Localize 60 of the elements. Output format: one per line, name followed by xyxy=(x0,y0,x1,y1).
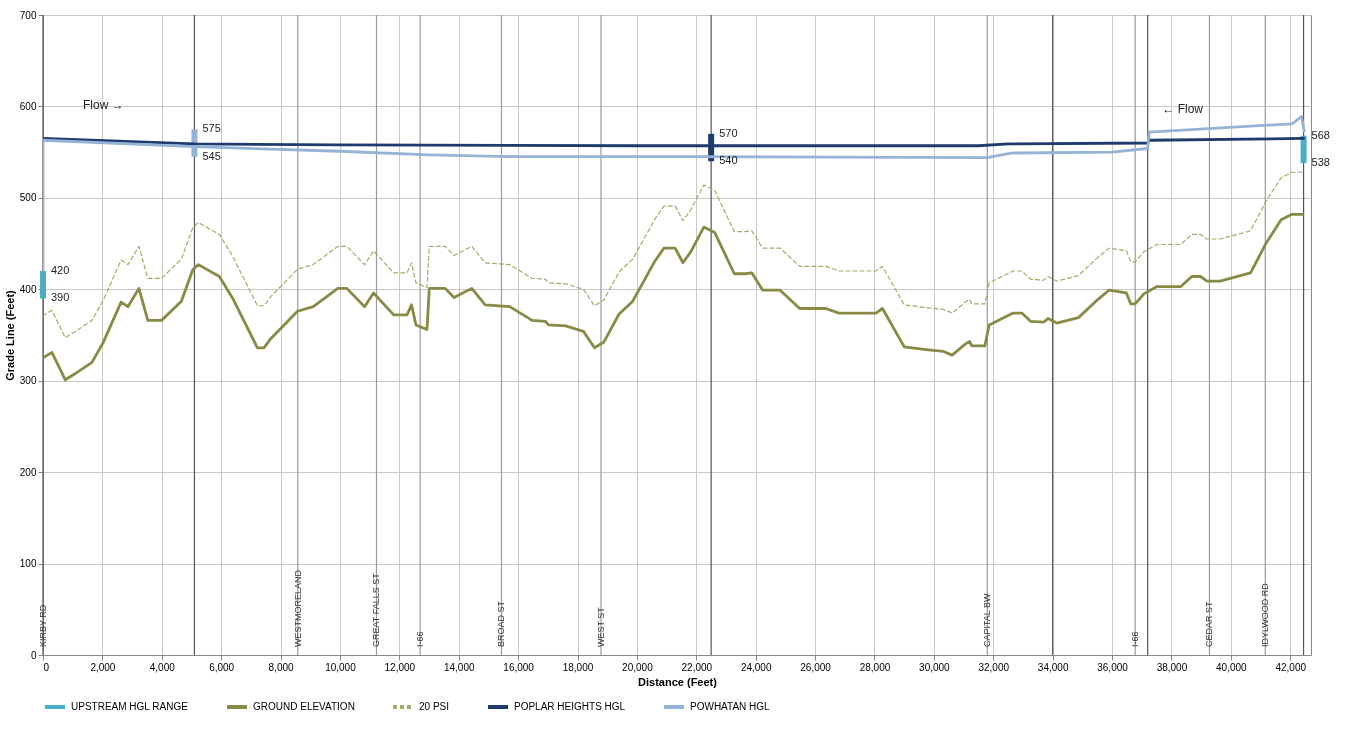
y-tick-label: 700 xyxy=(19,9,37,21)
annotation: 545 xyxy=(202,149,221,162)
x-tick-label: 24,000 xyxy=(740,661,772,673)
x-tick-label: 30,000 xyxy=(919,661,951,673)
x-tick-label: 0 xyxy=(43,661,50,673)
line-series xyxy=(43,171,1304,339)
legend-label: POWHATAN HGL xyxy=(690,701,771,712)
legend-label: POPLAR HEIGHTS HGL xyxy=(514,701,626,712)
annotation: 420 xyxy=(51,264,70,276)
annotation: 568 xyxy=(1311,128,1330,141)
legend-label: 20 PSI xyxy=(419,701,450,712)
x-tick-label: 2,000 xyxy=(90,661,116,673)
x-tick-label: 16,000 xyxy=(503,661,535,673)
ref-line-label: KIRBY RD xyxy=(38,604,48,647)
y-tick-label: 400 xyxy=(19,283,37,295)
annotation: 538 xyxy=(1311,156,1330,169)
ref-line-label: WEST ST xyxy=(595,606,606,647)
ref-line-label: IDYLWOOD RD xyxy=(1260,582,1271,647)
x-tick-label: 12,000 xyxy=(384,661,416,673)
legend-label: GROUND ELEVATION xyxy=(253,701,355,712)
ref-line-label: BROAD ST xyxy=(496,600,507,647)
line-series xyxy=(43,212,1305,382)
x-tick-label: 10,000 xyxy=(325,661,357,673)
x-tick-label: 34,000 xyxy=(1037,661,1069,673)
y-tick-label: 0 xyxy=(30,649,37,661)
x-tick-label: 36,000 xyxy=(1097,661,1129,673)
ref-line-label: CAPITAL BW xyxy=(982,592,993,647)
y-tick-label: 300 xyxy=(19,375,37,387)
ref-line-label: WESTMORELAND xyxy=(292,569,303,647)
y-axis-title: Grade Line (Feet) xyxy=(3,289,16,381)
x-tick-label: 40,000 xyxy=(1216,661,1248,673)
ref-line-label: CEDAR ST xyxy=(1204,600,1215,647)
x-tick-label: 42,000 xyxy=(1275,661,1307,673)
annotation: 575 xyxy=(202,122,221,135)
x-tick-label: 4,000 xyxy=(149,661,176,673)
annotation: ← Flow xyxy=(1162,102,1204,116)
legend-label: UPSTREAM HGL RANGE xyxy=(71,701,189,712)
y-tick-label: 500 xyxy=(19,192,37,204)
x-tick-label: 6,000 xyxy=(209,661,235,673)
x-tick-label: 14,000 xyxy=(443,661,475,673)
x-tick-label: 8,000 xyxy=(268,661,295,673)
x-tick-label: 32,000 xyxy=(978,661,1010,673)
x-axis-title: Distance (Feet) xyxy=(638,675,718,688)
x-tick-label: 20,000 xyxy=(622,661,654,673)
ref-line-label: I-66 xyxy=(415,631,426,647)
x-tick-label: 18,000 xyxy=(562,661,594,673)
y-tick-label: 100 xyxy=(19,558,37,570)
x-tick-label: 22,000 xyxy=(681,661,713,673)
x-tick-label: 26,000 xyxy=(800,661,832,673)
ref-line-label: I-66 xyxy=(1130,631,1141,647)
annotation: 540 xyxy=(719,154,738,167)
x-tick-label: 28,000 xyxy=(859,661,891,673)
ref-line-label: GREAT FALLS ST xyxy=(371,572,382,647)
annotation: Flow → xyxy=(83,98,124,112)
x-tick-label: 38,000 xyxy=(1156,661,1188,673)
y-tick-label: 600 xyxy=(19,100,37,112)
annotation: 570 xyxy=(719,126,738,139)
annotation: 390 xyxy=(51,291,70,304)
y-tick-label: 200 xyxy=(19,466,37,478)
line-series xyxy=(43,115,1306,273)
